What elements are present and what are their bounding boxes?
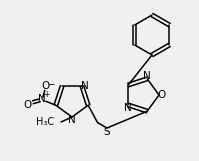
Text: N: N (81, 81, 89, 91)
Text: O: O (24, 100, 32, 110)
Text: S: S (104, 127, 110, 137)
Text: N: N (68, 115, 76, 125)
Text: H₃C: H₃C (36, 117, 54, 127)
Text: +: + (44, 90, 50, 99)
Text: N: N (124, 103, 132, 113)
Text: O: O (42, 81, 50, 91)
Text: N: N (143, 71, 151, 81)
Text: −: − (47, 79, 55, 88)
Text: N: N (38, 94, 46, 104)
Text: O: O (158, 90, 166, 100)
